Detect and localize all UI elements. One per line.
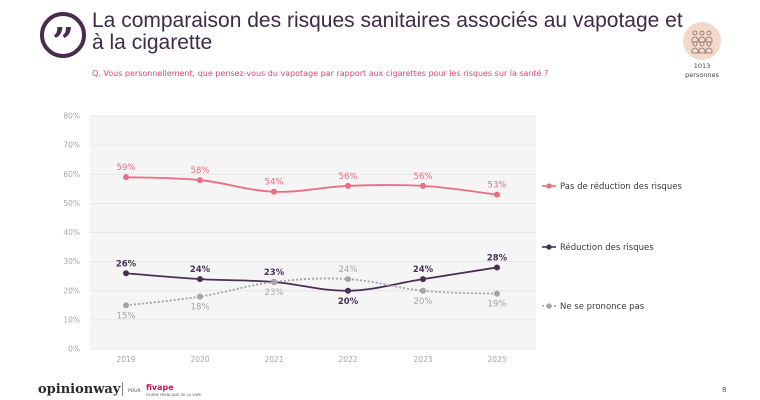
data-point — [197, 177, 203, 184]
y-tick-label: 70% — [63, 141, 80, 150]
data-label: 56% — [339, 172, 358, 182]
footer-pour: POUR — [128, 389, 141, 394]
data-point — [123, 302, 129, 309]
series-line — [125, 277, 498, 307]
y-tick-label: 80% — [63, 112, 80, 121]
survey-question: Q. Vous personnellement, que pensez-vous… — [92, 69, 549, 78]
y-tick-label: 0% — [68, 345, 80, 354]
data-label: 23% — [265, 288, 284, 298]
data-label: 19% — [488, 300, 507, 310]
data-label: 18% — [191, 303, 210, 313]
data-label: 24% — [190, 265, 211, 275]
legend-marker — [546, 244, 552, 250]
data-label: 56% — [414, 172, 433, 182]
y-tick-label: 20% — [63, 286, 80, 295]
data-label: 20% — [338, 297, 359, 307]
data-point — [494, 290, 500, 297]
opinionway-logo: opinionway — [38, 382, 121, 397]
y-tick-label: 40% — [63, 228, 80, 237]
sample-count: 1013 — [693, 62, 711, 70]
footer-separator — [122, 382, 123, 396]
data-point — [494, 191, 500, 198]
legend-label: Réduction des risques — [560, 242, 654, 253]
data-label: 24% — [413, 265, 434, 275]
data-label: 59% — [117, 163, 136, 173]
data-label: 20% — [414, 297, 433, 307]
series-line — [125, 176, 498, 196]
sample-unit: personnes — [685, 71, 719, 79]
data-label: 54% — [265, 178, 284, 188]
data-point — [345, 276, 351, 283]
data-point — [197, 276, 203, 283]
data-point — [123, 174, 129, 181]
data-label: 15% — [117, 311, 136, 321]
sample-size: 1013 personnes — [678, 62, 726, 80]
data-point — [197, 293, 203, 300]
data-label: 26% — [116, 259, 137, 269]
legend-label: Pas de réduction des risques — [560, 181, 682, 192]
quote-icon: ” — [40, 12, 86, 61]
y-tick-label: 50% — [63, 199, 80, 208]
data-point — [271, 188, 277, 195]
data-point — [420, 276, 426, 283]
data-point — [420, 182, 426, 189]
x-tick-label: 2025 — [487, 355, 506, 364]
x-tick-label: 2023 — [413, 355, 432, 364]
data-point — [420, 287, 426, 294]
fivape-subtitle: FILIÈRE FRANÇAISE DE LA VAPE — [146, 393, 202, 397]
data-point — [123, 270, 129, 277]
fivape-logo: fivape — [146, 383, 174, 392]
y-tick-label: 10% — [63, 315, 80, 324]
legend-label: Ne se prononce pas — [560, 302, 645, 312]
series-line — [125, 266, 498, 292]
data-point — [271, 279, 277, 286]
data-label: 23% — [264, 268, 285, 278]
data-label: 28% — [487, 253, 508, 263]
y-tick-label: 30% — [63, 257, 80, 266]
y-tick-label: 60% — [63, 170, 80, 179]
x-tick-label: 2019 — [116, 355, 135, 364]
data-point — [345, 287, 351, 294]
data-label: 24% — [339, 265, 358, 275]
people-group-icon — [683, 22, 721, 60]
data-label: 58% — [191, 166, 210, 176]
data-label: 53% — [488, 181, 507, 191]
x-tick-label: 2022 — [338, 355, 357, 364]
x-tick-label: 2021 — [264, 355, 283, 364]
legend-marker — [546, 303, 552, 309]
data-point — [494, 264, 500, 271]
page-title: La comparaison des risques sanitaires as… — [92, 9, 683, 54]
data-point — [345, 182, 351, 189]
legend-marker — [546, 183, 552, 189]
x-tick-label: 2020 — [190, 355, 209, 364]
page-number: 8 — [722, 386, 727, 394]
